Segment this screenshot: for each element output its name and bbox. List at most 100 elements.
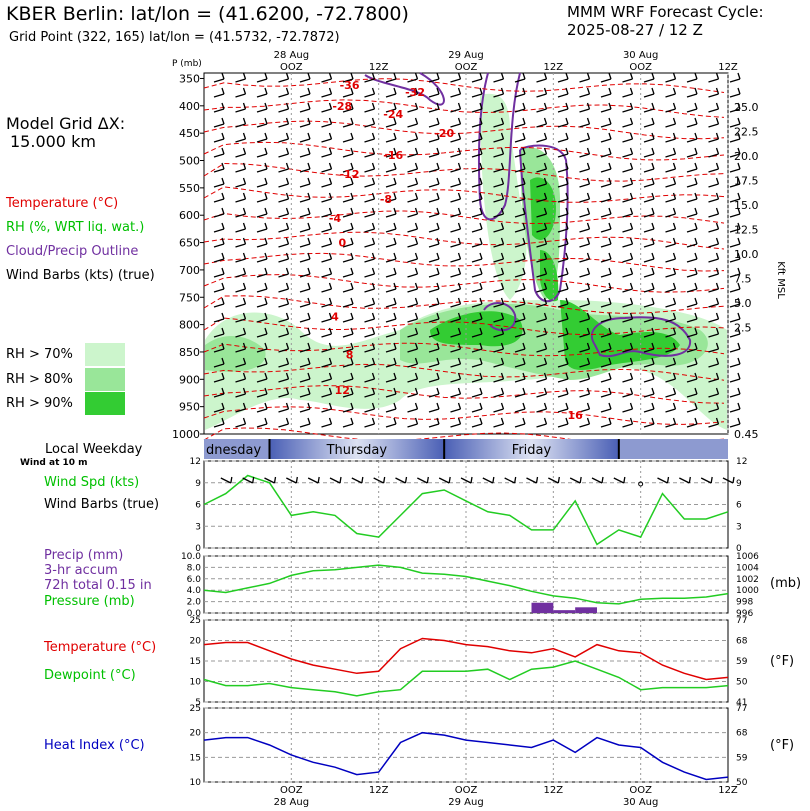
rh80-swatch bbox=[85, 368, 125, 391]
xsec-wind-barb bbox=[600, 327, 612, 338]
rh-area-5 bbox=[430, 311, 523, 347]
xsec-wind-barb bbox=[213, 147, 225, 158]
xsec-wind-barb bbox=[385, 312, 397, 323]
xsec-wind-barb bbox=[536, 177, 548, 188]
xsec-wind-barb bbox=[299, 402, 311, 413]
surface-wind-barb bbox=[220, 476, 233, 484]
xsec-wind-barb bbox=[643, 387, 655, 398]
legend-temperature: Temperature (°C) bbox=[6, 196, 119, 211]
bottom-date-label: 29 Aug bbox=[448, 797, 483, 808]
xsec-wind-barb bbox=[600, 147, 612, 158]
xsec-wind-barb bbox=[493, 252, 505, 263]
xsec-wind-barb bbox=[256, 72, 268, 83]
xsec-wind-barb bbox=[665, 237, 677, 248]
xsec-wind-barb bbox=[600, 132, 612, 143]
xsec-wind-barb bbox=[385, 267, 397, 278]
precip-panel-right-tick-label: 996 bbox=[736, 609, 753, 619]
dewpoint-line bbox=[203, 660, 729, 697]
xsec-wind-barb bbox=[407, 117, 419, 128]
precip-panel-tick-label: 4.0 bbox=[187, 586, 202, 596]
xsec-wind-barb bbox=[342, 252, 354, 263]
bottom-time-tick: OOZ bbox=[280, 785, 303, 796]
xsec-wind-barb bbox=[256, 237, 268, 248]
cycle-title: MMM WRF Forecast Cycle: bbox=[567, 3, 764, 21]
xsec-wind-barb bbox=[364, 297, 376, 308]
xsec-wind-barb bbox=[299, 147, 311, 158]
xsec-wind-barb bbox=[557, 177, 569, 188]
xsec-wind-barb bbox=[471, 72, 483, 83]
xsec-wind-barb bbox=[450, 327, 462, 338]
pressure-tick-label: 950 bbox=[179, 401, 200, 414]
dewpoint-label: Dewpoint (°C) bbox=[44, 668, 136, 683]
temp-panel-right-tick-label: 50 bbox=[736, 678, 748, 688]
xsec-wind-barb bbox=[213, 192, 225, 203]
xsec-wind-barb bbox=[665, 417, 677, 428]
xsec-wind-barb bbox=[364, 357, 376, 368]
xsec-wind-barb bbox=[213, 87, 225, 98]
wind-panel-tick-label: 6 bbox=[195, 501, 201, 511]
surface-wind-barb bbox=[460, 476, 473, 484]
pressure-tick-label: 500 bbox=[179, 155, 200, 168]
xsec-wind-barb bbox=[385, 117, 397, 128]
xsec-wind-barb bbox=[278, 177, 290, 188]
rh-area-8 bbox=[540, 250, 559, 302]
xsec-wind-barb bbox=[256, 267, 268, 278]
height-tick-label: 15.0 bbox=[734, 199, 759, 212]
xsec-wind-barb bbox=[643, 132, 655, 143]
xsec-wind-barb bbox=[536, 237, 548, 248]
xsec-wind-barb bbox=[385, 222, 397, 233]
rh90-label: RH > 90% bbox=[6, 396, 73, 411]
xsec-wind-barb bbox=[256, 147, 268, 158]
xsec-wind-barb bbox=[256, 102, 268, 113]
xsec-wind-barb bbox=[407, 102, 419, 113]
xsec-wind-barb bbox=[729, 237, 741, 248]
xsec-wind-barb bbox=[729, 102, 741, 113]
xsec-wind-barb bbox=[342, 297, 354, 308]
xsec-wind-barb bbox=[321, 387, 333, 398]
xsec-wind-barb bbox=[321, 342, 333, 353]
xsec-wind-barb bbox=[385, 417, 397, 428]
bottom-time-tick: 12Z bbox=[718, 785, 738, 796]
rh-area-1 bbox=[480, 93, 527, 300]
xsec-wind-barb bbox=[278, 282, 290, 293]
temp-unit-label: (°F) bbox=[770, 654, 795, 669]
xsec-wind-barb bbox=[600, 72, 612, 83]
xsec-wind-barb bbox=[428, 252, 440, 263]
xsec-wind-barb bbox=[235, 192, 247, 203]
xsec-wind-barb bbox=[579, 237, 591, 248]
xsec-wind-barb bbox=[493, 87, 505, 98]
rh-area-7 bbox=[530, 177, 556, 240]
height-tick-label: 17.5 bbox=[734, 175, 759, 188]
weekday-fri: Friday bbox=[512, 443, 552, 458]
height-tick-label: 12.5 bbox=[734, 224, 759, 237]
xsec-wind-barb bbox=[514, 147, 526, 158]
xsec-wind-barb bbox=[557, 357, 569, 368]
precip-panel-right-tick-label: 1004 bbox=[736, 563, 759, 573]
xsec-wind-barb bbox=[235, 327, 247, 338]
xsec-wind-barb bbox=[514, 372, 526, 383]
xsec-wind-barb bbox=[665, 117, 677, 128]
isotherm-3 bbox=[203, 141, 725, 161]
xsec-wind-barb bbox=[428, 297, 440, 308]
xsec-wind-barb bbox=[342, 102, 354, 113]
xsec-wind-barb bbox=[450, 207, 462, 218]
xsec-wind-barb bbox=[471, 417, 483, 428]
xsec-wind-barb bbox=[557, 207, 569, 218]
xsec-wind-barb bbox=[643, 207, 655, 218]
heat-index-panel-right-tick-label: 68 bbox=[736, 729, 748, 739]
xsec-wind-barb bbox=[536, 192, 548, 203]
temperature-label: -36 bbox=[340, 79, 360, 92]
xsec-wind-barb bbox=[256, 222, 268, 233]
xsec-wind-barb bbox=[600, 162, 612, 173]
rh80-label: RH > 80% bbox=[6, 372, 73, 387]
pressure-tick-label: 350 bbox=[179, 72, 200, 85]
temp-panel-tick-label: 25 bbox=[190, 616, 201, 626]
xsec-wind-barb bbox=[256, 117, 268, 128]
xsec-wind-barb bbox=[536, 282, 548, 293]
xsec-wind-barb bbox=[471, 117, 483, 128]
xsec-wind-barb bbox=[256, 417, 268, 428]
xsec-wind-barb bbox=[450, 417, 462, 428]
xsec-wind-barb bbox=[235, 417, 247, 428]
xsec-wind-barb bbox=[342, 417, 354, 428]
xsec-wind-barb bbox=[321, 327, 333, 338]
